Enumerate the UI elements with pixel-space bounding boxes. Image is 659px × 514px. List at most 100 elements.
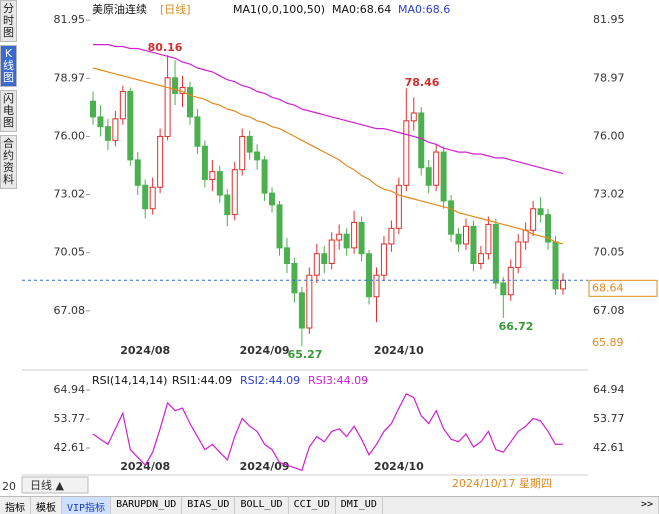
y-tick-label: 42.61 bbox=[54, 441, 86, 454]
bottom-tab[interactable]: VIP指标 bbox=[62, 497, 112, 514]
candle-body bbox=[545, 214, 552, 243]
candle-body bbox=[328, 239, 335, 264]
candle-body bbox=[485, 223, 492, 255]
candle-body bbox=[492, 223, 499, 284]
candle-body bbox=[559, 279, 566, 290]
candle-body bbox=[395, 184, 402, 229]
x-tick-label: 2024/09 bbox=[240, 344, 290, 357]
candle-body bbox=[380, 243, 387, 276]
candle-body bbox=[552, 241, 559, 290]
y-tick-label-right: 70.05 bbox=[593, 246, 625, 259]
bottom-tab[interactable]: BARUPDN_UD bbox=[111, 497, 183, 514]
candle-body bbox=[418, 112, 425, 169]
bottom-tab[interactable]: CCI_UD bbox=[289, 497, 336, 514]
legend-entry: MA0:68.64 bbox=[332, 3, 391, 16]
candle-body bbox=[134, 159, 141, 186]
candle-body bbox=[530, 208, 537, 231]
more-button[interactable]: >> bbox=[636, 497, 659, 514]
legend-entry: MA0:68.6 bbox=[398, 3, 450, 16]
y-tick-label: 64.94 bbox=[54, 383, 86, 396]
annotation: 65.27 bbox=[288, 348, 323, 361]
candle-body bbox=[410, 112, 417, 122]
period-button: 日线 ▲ bbox=[30, 478, 64, 492]
candle-body bbox=[336, 233, 343, 241]
candle-body bbox=[515, 241, 522, 268]
candle-body bbox=[358, 221, 365, 255]
y-tick-label: 53.77 bbox=[54, 412, 86, 425]
bottom-tab[interactable]: DMI_UD bbox=[336, 497, 383, 514]
y-tick-label: 78.97 bbox=[54, 71, 86, 84]
candle-body bbox=[149, 186, 156, 210]
candle-body bbox=[470, 225, 477, 264]
side-tab[interactable]: 闪电图 bbox=[0, 90, 17, 132]
indicator: MA1(0,0,100,50) bbox=[233, 3, 325, 16]
candle-body bbox=[306, 274, 313, 329]
candle-body bbox=[246, 135, 253, 153]
candle-body bbox=[507, 266, 514, 296]
candle-body bbox=[97, 116, 104, 128]
y-tick-label: 81.95 bbox=[54, 13, 86, 26]
side-tab[interactable]: 分时图 bbox=[0, 0, 17, 42]
candle-body bbox=[142, 184, 149, 210]
candle-body bbox=[477, 253, 484, 264]
legend-entry: RSI3:44.09 bbox=[308, 374, 368, 387]
y-tick-label-right: 76.00 bbox=[593, 129, 625, 142]
legend-entry: RSI2:44.09 bbox=[240, 374, 300, 387]
period-box[interactable] bbox=[21, 476, 89, 494]
bottom-tab[interactable]: 指标 bbox=[0, 497, 31, 514]
last-price-label: 68.64 bbox=[592, 281, 624, 294]
candle-body bbox=[157, 135, 164, 188]
candle-body bbox=[224, 194, 231, 216]
left-stub: 20 bbox=[2, 480, 16, 493]
candle-body bbox=[425, 167, 432, 186]
candle-body bbox=[433, 151, 440, 186]
candle-body bbox=[403, 120, 410, 186]
candle-body bbox=[522, 229, 529, 243]
annotation: 66.72 bbox=[499, 320, 534, 333]
candle-body bbox=[463, 225, 469, 245]
bottom-tab[interactable]: BOLL_UD bbox=[235, 497, 289, 514]
candle-body bbox=[254, 151, 261, 161]
side-tab[interactable]: K线图 bbox=[0, 45, 17, 87]
y-tick-label-right: 53.77 bbox=[593, 412, 625, 425]
bottom-tab[interactable]: 模板 bbox=[31, 497, 62, 514]
y-tick-label-right: 78.97 bbox=[593, 71, 625, 84]
y-tick-label: 76.00 bbox=[54, 129, 86, 142]
y-tick-label-right: 81.95 bbox=[593, 13, 625, 26]
candle-body bbox=[313, 253, 320, 276]
candle-body bbox=[216, 171, 223, 196]
candle-body bbox=[291, 262, 298, 294]
y-tick-label-right: 64.94 bbox=[593, 383, 625, 396]
y-tick-label: 67.08 bbox=[54, 304, 86, 317]
candle-body bbox=[119, 90, 126, 120]
x-tick-label: 2024/08 bbox=[120, 344, 170, 357]
candle-body bbox=[269, 192, 276, 206]
candle-body bbox=[261, 159, 268, 194]
bottom-tabs: 指标 模板 VIP指标 BARUPDN_UD BIAS_UD BOLL_UD CCI_UD D… bbox=[0, 496, 659, 514]
chart: 81.95 81.95 78.97 78.97 76.00 76.00 73.02 73.02… bbox=[2, 2, 658, 494]
line-series bbox=[93, 44, 564, 175]
candle-body bbox=[298, 292, 305, 329]
candle-body bbox=[351, 221, 358, 249]
y-tick-label: 70.05 bbox=[54, 246, 86, 259]
y-tick-label-right: 42.61 bbox=[593, 441, 625, 454]
candle-body bbox=[90, 100, 96, 118]
x-tick-label: 2024/09 bbox=[240, 460, 290, 473]
candle-body bbox=[440, 151, 447, 202]
candle-body bbox=[127, 90, 134, 161]
candle-body bbox=[283, 247, 290, 264]
candle-body bbox=[239, 135, 246, 171]
candle-body bbox=[172, 77, 179, 94]
candle-body bbox=[373, 274, 380, 298]
annotation: 78.46 bbox=[405, 76, 440, 89]
side-tab[interactable]: 合约资料 bbox=[0, 135, 17, 189]
candle-body bbox=[343, 233, 350, 249]
x-tick-label: 2024/10 bbox=[374, 344, 424, 357]
candle-body bbox=[366, 253, 373, 298]
title: RSI(14,14,14) bbox=[92, 374, 167, 387]
x-tick-label: 2024/10 bbox=[374, 460, 424, 473]
title: 美原油连续 bbox=[92, 2, 147, 16]
bottom-tab[interactable]: BIAS_UD bbox=[182, 497, 236, 514]
candle-body bbox=[500, 282, 507, 296]
